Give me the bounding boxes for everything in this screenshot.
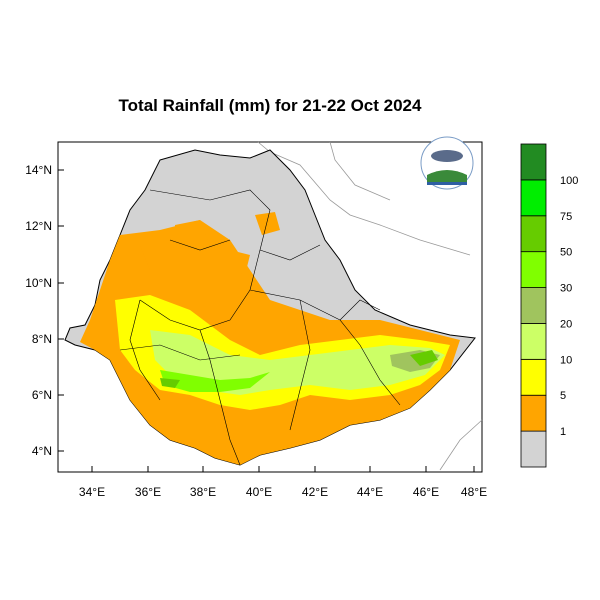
legend-swatch [520, 323, 547, 360]
y-tick-label: 6°N [32, 388, 52, 402]
y-tick-label: 4°N [32, 444, 52, 458]
y-axis: 14°N 12°N 10°N 8°N 6°N 4°N [25, 163, 64, 458]
admin-boundaries [119, 189, 401, 466]
y-tick-label: 8°N [32, 332, 52, 346]
legend-label: 100 [560, 175, 578, 187]
legend-label: 10 [560, 354, 572, 366]
rainfall-shading [80, 212, 460, 465]
ethiopia-meteorology-institute-logo [420, 136, 474, 190]
neighbor-borders [257, 141, 483, 471]
x-tick-label: 44°E [357, 485, 383, 499]
legend-swatch [520, 430, 547, 468]
legend-swatch [520, 179, 547, 217]
x-tick-label: 48°E [461, 485, 487, 499]
legend-label: 1 [560, 426, 566, 438]
legend-colorbar: 1 5 10 20 30 50 75 100 [520, 143, 578, 468]
y-tick-label: 14°N [25, 163, 52, 177]
legend-label: 20 [560, 318, 572, 330]
x-tick-label: 40°E [246, 485, 272, 499]
x-axis: 34°E 36°E 38°E 40°E 42°E 44°E 46°E 48°E [79, 466, 487, 499]
x-tick-label: 42°E [302, 485, 328, 499]
legend-swatch [520, 394, 547, 432]
legend-label: 30 [560, 283, 572, 295]
legend-swatch [520, 215, 547, 253]
legend-swatch [520, 143, 547, 181]
x-tick-label: 36°E [135, 485, 161, 499]
legend-swatch [520, 287, 547, 324]
map-title: Total Rainfall (mm) for 21-22 Oct 2024 [118, 96, 422, 115]
legend-swatch [520, 358, 547, 396]
x-tick-label: 34°E [79, 485, 105, 499]
legend-swatch [520, 251, 547, 288]
x-tick-label: 38°E [190, 485, 216, 499]
x-tick-label: 46°E [413, 485, 439, 499]
y-tick-label: 10°N [25, 276, 52, 290]
y-tick-label: 12°N [25, 219, 52, 233]
legend-label: 50 [560, 247, 572, 259]
legend-label: 75 [560, 211, 572, 223]
legend-label: 5 [560, 390, 566, 402]
